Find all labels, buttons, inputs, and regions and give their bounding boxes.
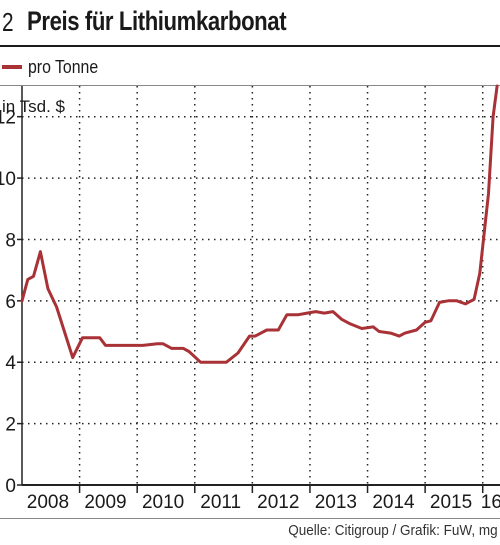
chart-header: 2 Preis für Lithiumkarbonat [0,0,500,46]
grid-lines [22,86,500,485]
legend-swatch [2,65,22,69]
y-tick-label: 10 [0,169,16,190]
header-rule [0,45,500,47]
x-tick-label: 2013 [315,492,357,513]
chart-title: Preis für Lithiumkarbonat [27,6,287,36]
footer-rule [0,518,500,519]
series-line-pro-tonne [20,84,499,364]
x-tick-label: 2008 [27,492,69,513]
legend-label: pro Tonne [28,57,99,77]
legend-rule [0,85,500,86]
x-tick-label: 16 [481,492,500,513]
x-tick-label: 2010 [142,492,184,513]
y-tick-label: 4 [5,353,16,374]
y-tick-label: 6 [5,292,16,313]
y-axis-label: in Tsd. $ [2,97,66,116]
x-tick-label: 2014 [372,492,415,513]
y-tick-label: 8 [5,230,16,251]
axes [17,86,500,493]
y-tick-label: 0 [5,476,16,497]
y-tick-labels: 0 2 4 6 8 10 12 [0,108,16,497]
x-tick-label: 2012 [257,492,299,513]
x-tick-label: 2015 [430,492,472,513]
series-group [20,84,499,364]
chart-number: 2 [2,7,14,37]
x-tick-label: 2009 [84,492,126,513]
x-tick-labels: 2008 2009 2010 2011 2012 2013 2014 2015 16 [27,492,500,513]
y-tick-label: 2 [5,415,16,436]
x-tick-label: 2011 [200,492,241,513]
y-tick-label: 12 [0,108,16,129]
source-note: Quelle: Citigroup / Grafik: FuW, mg [288,522,498,539]
